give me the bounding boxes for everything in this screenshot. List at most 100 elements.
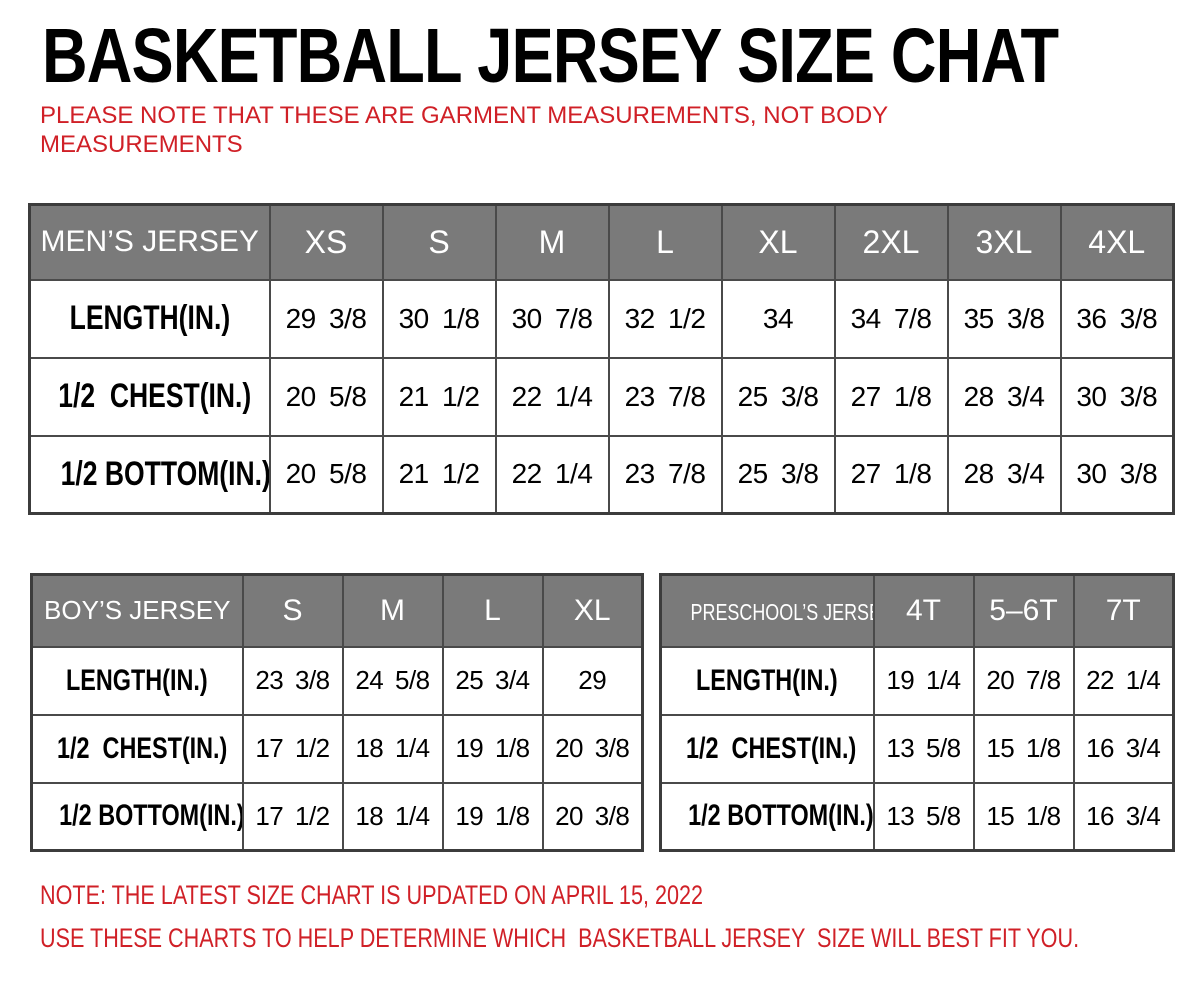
row-label-cell: LENGTH(IN.) [659,645,875,716]
size-value-cell: 23 7/8 [607,434,723,515]
size-col-header: S [241,573,344,648]
size-value-cell: 16 3/4 [1072,713,1175,784]
size-value-cell: 29 [541,645,644,716]
size-value-cell: 18 1/4 [341,781,444,852]
size-col-header: M [341,573,444,648]
boys-table-title: BOY’S JERSEY [44,595,231,626]
size-value-cell: 16 3/4 [1072,781,1175,852]
row-label: 1/2 CHEST(IN.) [58,377,252,415]
size-value-cell: 24 5/8 [341,645,444,716]
half-bottom-row: 1/2 BOTTOM(IN.) 13 5/8 15 1/8 16 3/4 [659,781,1175,852]
size-value-cell: 18 1/4 [341,713,444,784]
size-value-cell: 25 3/8 [720,434,836,515]
mens-table-title: MEN’S JERSEY [40,225,259,259]
half-chest-row: 1/2 CHEST(IN.) 20 5/8 21 1/2 22 1/4 23 7… [28,356,1175,437]
size-value-cell: 13 5/8 [872,713,975,784]
size-value-cell: 19 1/8 [441,781,544,852]
row-label: 1/2 CHEST(IN.) [686,731,857,765]
row-label-cell: LENGTH(IN.) [28,278,271,359]
size-value-cell: 20 5/8 [268,356,384,437]
size-value-cell: 21 1/2 [381,356,497,437]
size-col-header: XS [268,203,384,281]
size-value-cell: 32 1/2 [607,278,723,359]
preschool-table-title: PRESCHOOL’S JERSEY [690,598,874,625]
table-header-row: BOY’S JERSEY S M L XL [30,573,644,648]
half-chest-row: 1/2 CHEST(IN.) 13 5/8 15 1/8 16 3/4 [659,713,1175,784]
size-value-cell: 22 1/4 [494,434,610,515]
row-label-cell: 1/2 BOTTOM(IN.) [659,781,875,852]
size-col-header: 2XL [833,203,949,281]
size-col-header: 4XL [1059,203,1175,281]
size-value-cell: 25 3/8 [720,356,836,437]
row-label-cell: 1/2 BOTTOM(IN.) [28,434,271,515]
size-value-cell: 17 1/2 [241,713,344,784]
size-value-cell: 20 3/8 [541,713,644,784]
size-col-header: L [441,573,544,648]
size-value-cell: 19 1/4 [872,645,975,716]
table-header-row: MEN’S JERSEY XS S M L XL 2XL 3XL 4XL [28,203,1175,281]
update-date-note: NOTE: THE LATEST SIZE CHART IS UPDATED O… [40,880,704,910]
size-value-cell: 28 3/4 [946,434,1062,515]
preschool-table-title-cell: PRESCHOOL’S JERSEY [659,573,875,648]
row-label: 1/2 BOTTOM(IN.) [688,799,874,833]
row-label: 1/2 CHEST(IN.) [57,731,228,765]
size-value-cell: 20 5/8 [268,434,384,515]
row-label: LENGTH(IN.) [66,663,209,697]
size-col-header: XL [541,573,644,648]
size-col-header: 4T [872,573,975,648]
size-value-cell: 30 3/8 [1059,434,1175,515]
size-value-cell: 19 1/8 [441,713,544,784]
size-col-header: 3XL [946,203,1062,281]
size-value-cell: 30 1/8 [381,278,497,359]
size-value-cell: 17 1/2 [241,781,344,852]
size-col-header: M [494,203,610,281]
table-header-row: PRESCHOOL’S JERSEY 4T 5–6T 7T [659,573,1175,648]
size-value-cell: 29 3/8 [268,278,384,359]
row-label: LENGTH(IN.) [69,299,231,337]
size-value-cell: 15 1/8 [972,781,1075,852]
row-label: LENGTH(IN.) [696,663,839,697]
row-label-cell: 1/2 BOTTOM(IN.) [30,781,244,852]
size-value-cell: 34 7/8 [833,278,949,359]
row-label-cell: 1/2 CHEST(IN.) [30,713,244,784]
boys-table-title-cell: BOY’S JERSEY [30,573,244,648]
length-row: LENGTH(IN.) 19 1/4 20 7/8 22 1/4 [659,645,1175,716]
mens-table-title-cell: MEN’S JERSEY [28,203,271,281]
size-value-cell: 25 3/4 [441,645,544,716]
row-label-cell: LENGTH(IN.) [30,645,244,716]
size-value-cell: 20 7/8 [972,645,1075,716]
half-bottom-row: 1/2 BOTTOM(IN.) 17 1/2 18 1/4 19 1/8 20 … [30,781,644,852]
row-label-cell: 1/2 CHEST(IN.) [28,356,271,437]
size-value-cell: 21 1/2 [381,434,497,515]
boys-jersey-table: BOY’S JERSEY S M L XL LENGTH(IN.) 23 3/8… [30,573,644,852]
length-row: LENGTH(IN.) 23 3/8 24 5/8 25 3/4 29 [30,645,644,716]
size-value-cell: 15 1/8 [972,713,1075,784]
size-col-header: L [607,203,723,281]
mens-jersey-table: MEN’S JERSEY XS S M L XL 2XL 3XL 4XL LEN… [28,203,1175,515]
size-value-cell: 27 1/8 [833,356,949,437]
row-label: 1/2 BOTTOM(IN.) [60,454,270,493]
preschool-jersey-table: PRESCHOOL’S JERSEY 4T 5–6T 7T LENGTH(IN.… [659,573,1175,852]
size-col-header: 7T [1072,573,1175,648]
size-value-cell: 27 1/8 [833,434,949,515]
page-title: BASKETBALL JERSEY SIZE CHAT [42,13,1059,99]
size-value-cell: 35 3/8 [946,278,1062,359]
half-chest-row: 1/2 CHEST(IN.) 17 1/2 18 1/4 19 1/8 20 3… [30,713,644,784]
row-label-cell: 1/2 CHEST(IN.) [659,713,875,784]
usage-note: USE THESE CHARTS TO HELP DETERMINE WHICH… [40,923,1080,953]
row-label: 1/2 BOTTOM(IN.) [59,799,243,833]
size-value-cell: 30 7/8 [494,278,610,359]
size-col-header: S [381,203,497,281]
size-col-header: XL [720,203,836,281]
size-value-cell: 22 1/4 [494,356,610,437]
size-value-cell: 30 3/8 [1059,356,1175,437]
size-value-cell: 22 1/4 [1072,645,1175,716]
garment-measurement-note: PLEASE NOTE THAT THESE ARE GARMENT MEASU… [40,102,888,158]
size-value-cell: 28 3/4 [946,356,1062,437]
size-value-cell: 20 3/8 [541,781,644,852]
size-value-cell: 23 3/8 [241,645,344,716]
length-row: LENGTH(IN.) 29 3/8 30 1/8 30 7/8 32 1/2 … [28,278,1175,359]
size-value-cell: 13 5/8 [872,781,975,852]
size-value-cell: 36 3/8 [1059,278,1175,359]
half-bottom-row: 1/2 BOTTOM(IN.) 20 5/8 21 1/2 22 1/4 23 … [28,434,1175,515]
